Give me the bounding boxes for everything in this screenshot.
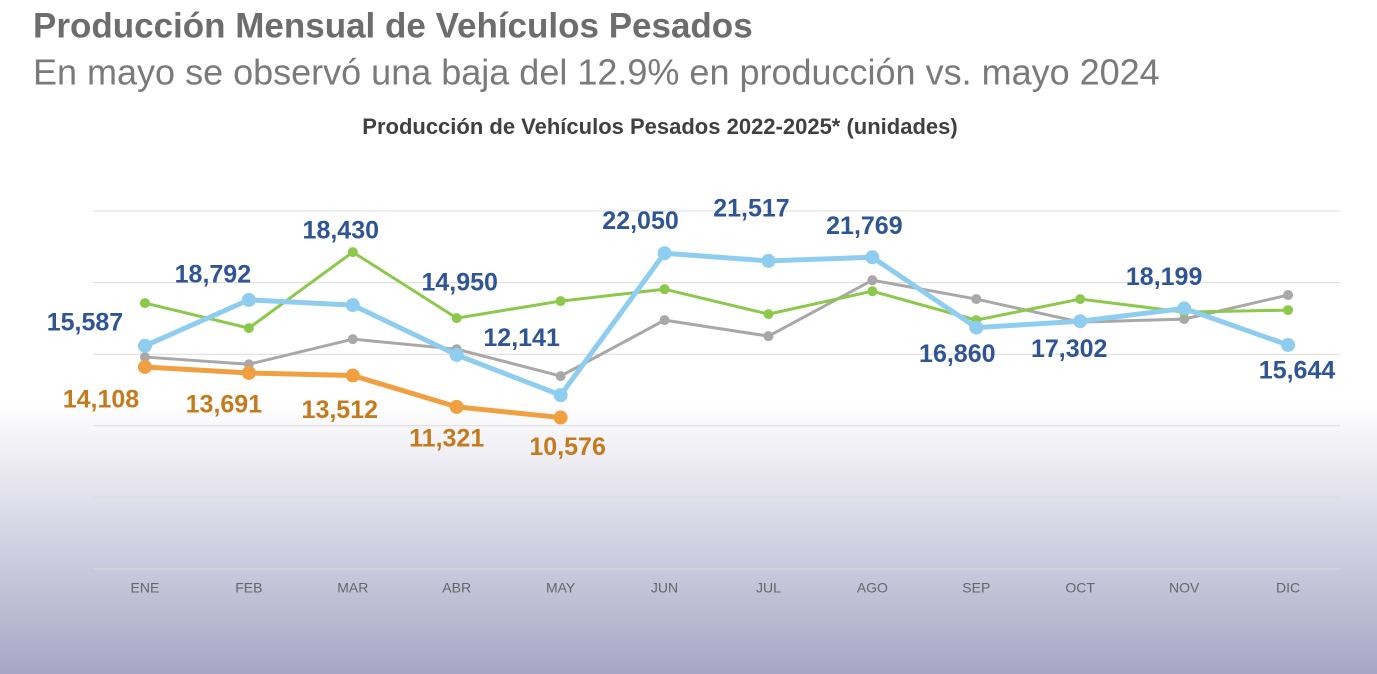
point (971, 294, 982, 305)
point (1179, 314, 1190, 325)
point (345, 298, 360, 313)
point (347, 334, 358, 345)
data-label: 15,644 (1259, 357, 1336, 385)
point (763, 331, 774, 342)
point (243, 323, 254, 334)
data-label: 21,517 (713, 194, 789, 222)
point (659, 284, 670, 295)
x-tick-label: ABR (442, 580, 471, 596)
point (139, 352, 150, 363)
x-tick-label: AGO (857, 580, 888, 596)
point (867, 275, 878, 286)
point (867, 286, 878, 297)
data-label: 21,769 (826, 212, 902, 240)
point (1073, 314, 1088, 329)
point (139, 298, 150, 309)
x-tick-label: OCT (1065, 580, 1095, 596)
chart-title: Producción de Vehículos Pesados 2022-202… (362, 114, 957, 139)
data-label: 18,792 (175, 261, 251, 289)
x-tick-label: FEB (235, 580, 262, 596)
point (555, 371, 566, 382)
point (553, 388, 568, 403)
subtitle: En mayo se observó una baja del 12.9% en… (33, 52, 1160, 93)
point (1281, 337, 1296, 352)
data-label: 14,950 (421, 269, 497, 297)
data-label: 12,141 (483, 324, 560, 352)
x-tick-label: MAR (337, 580, 368, 596)
x-tick-label: DIC (1276, 580, 1300, 596)
x-tick-label: JUN (651, 580, 678, 596)
data-label: 16,860 (919, 340, 995, 368)
series-line (144, 278, 1289, 378)
point (347, 247, 358, 258)
data-label: 22,050 (602, 207, 678, 235)
x-tick-label: NOV (1169, 580, 1200, 596)
point (553, 410, 568, 425)
point (1283, 290, 1294, 301)
point (451, 313, 462, 324)
data-label: 13,691 (186, 391, 263, 419)
data-label: 17,302 (1031, 335, 1107, 363)
point (659, 315, 670, 326)
point (137, 359, 152, 374)
data-label: 11,321 (409, 424, 484, 452)
point (555, 296, 566, 307)
point (865, 250, 880, 265)
title: Producción Mensual de Vehículos Pesados (33, 6, 753, 45)
point (345, 368, 360, 383)
x-tick-label: JUL (756, 580, 781, 596)
series-line (144, 250, 1289, 330)
point (241, 365, 256, 380)
point (761, 253, 776, 268)
point (1075, 294, 1086, 305)
point (1283, 305, 1294, 316)
data-label: 10,576 (529, 433, 605, 461)
point (241, 292, 256, 307)
x-tick-label: SEP (962, 580, 990, 596)
x-tick-label: MAY (546, 580, 576, 596)
point (763, 309, 774, 320)
series-line (143, 250, 1289, 398)
x-tick-label: ENE (131, 580, 160, 596)
data-label: 13,512 (302, 396, 378, 424)
data-label: 15,587 (47, 308, 123, 336)
point (137, 338, 152, 353)
data-label: 18,430 (303, 217, 379, 245)
point (969, 320, 984, 335)
point (1177, 301, 1192, 316)
point (449, 399, 464, 414)
point (449, 347, 464, 362)
data-label: 18,199 (1126, 263, 1202, 291)
point (657, 246, 672, 261)
data-label: 14,108 (63, 386, 140, 414)
